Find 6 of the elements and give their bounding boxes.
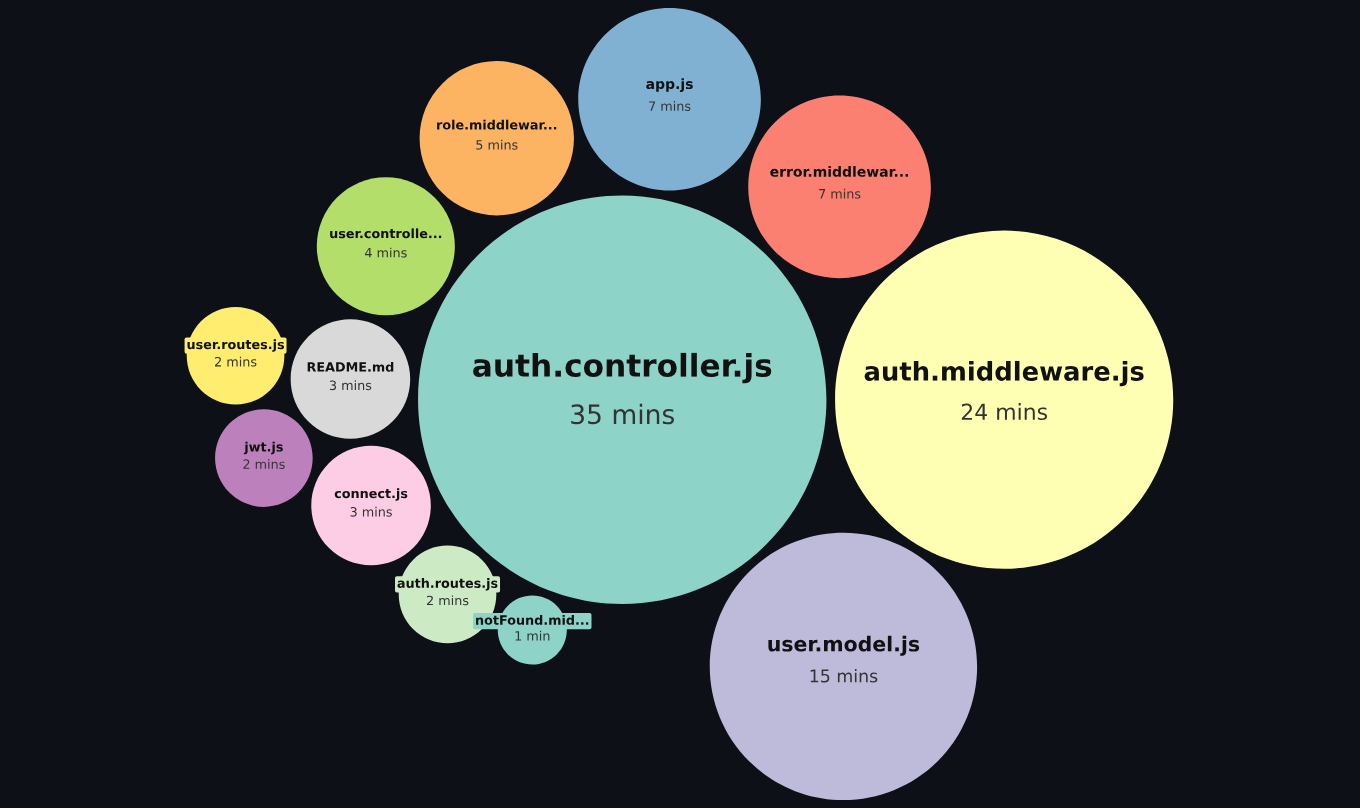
data-label: 24 mins [961, 403, 1048, 421]
data-label: 15 mins [810, 669, 878, 683]
category-label: user.model.js [768, 635, 920, 656]
category-label: auth.controller.js [473, 352, 772, 384]
data-label: 35 mins [571, 403, 674, 425]
category-label: auth.middleware.js [864, 360, 1144, 387]
